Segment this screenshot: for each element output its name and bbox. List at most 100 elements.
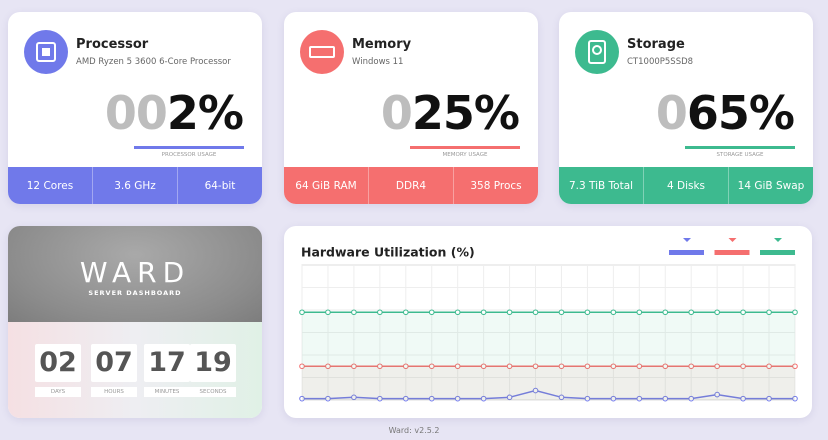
point [662,309,669,316]
stat: 358 Procs [453,167,538,204]
usage-pad: 0 [380,86,413,140]
stat: 7.3 TiB Total [568,179,634,192]
ward-banner: WARD SERVER DASHBOARD [8,226,262,322]
card-title: Storage [627,37,685,52]
point [506,309,513,316]
icon [575,30,619,74]
point [584,395,591,402]
area [302,312,795,400]
area [302,366,795,400]
stat-card: Processor AMD Ryzen 5 3600 6-Core Process… [8,12,262,204]
point [377,395,383,402]
ward-card: WARD SERVER DASHBOARD 02 DAYS 07 HOURS 17 MINUT… [8,226,262,418]
point [558,363,565,370]
point [792,363,798,370]
point [662,395,669,402]
point [402,395,409,402]
point [532,363,539,370]
stat: 64-bit [177,167,262,204]
point [402,363,409,370]
card-subtitle: AMD Ryzen 5 3600 6-Core Processor [76,57,231,67]
point [636,395,643,402]
point [584,309,591,316]
stat: 14 GiB Swap [728,167,813,204]
stat: 4 Disks [643,167,728,204]
legend-swatch [714,250,750,255]
icon-shape [42,48,50,56]
icon-shape [592,45,602,55]
footer: Ward: v2.5.2 [388,426,440,435]
chart-card: Hardware Utilization (%) [284,226,812,418]
uptime-value: 07 [91,344,137,382]
usage: 002% [104,86,244,140]
legend-marker [774,238,782,242]
point [299,309,305,316]
point [688,363,695,370]
icon-shape [36,42,56,62]
point [636,309,643,316]
usage-value: 25% [411,86,520,140]
point [325,395,331,402]
card-title: Processor [76,37,149,52]
stat-card: Storage CT1000P5SSD8 065% STORAGE USAGE 7.3 … [559,12,813,204]
point [325,363,331,370]
point [506,363,513,370]
stat: DDR4 [368,167,453,204]
icon [300,30,344,74]
usage-label: MEMORY USAGE [442,152,488,158]
point [454,395,461,402]
uptime-value: 02 [35,344,81,382]
point [610,309,617,316]
point [428,309,435,316]
point [662,363,669,370]
point [454,309,461,316]
icon-shape [588,40,606,64]
point [584,363,591,370]
point [325,309,331,316]
point [351,309,357,316]
icon-circle [300,30,344,74]
point [351,394,357,401]
point [428,395,435,402]
point [506,394,513,401]
point [351,363,357,370]
stat: 12 Cores [26,179,74,192]
point [688,395,695,402]
point [299,395,305,402]
usage-value: 65% [686,86,795,140]
uptime-label: HOURS [91,387,137,397]
point [558,309,565,316]
point [299,363,305,370]
point [377,363,383,370]
point [610,363,617,370]
usage-pad: 00 [104,86,168,140]
point [480,395,487,402]
uptime-label: SECONDS [190,387,236,397]
line [302,389,795,400]
card-title: Memory [352,37,412,52]
point [454,363,461,370]
uptime-value: 19 [190,344,236,382]
point [688,309,695,316]
chart-title: Hardware Utilization (%) [301,245,475,260]
point [377,309,383,316]
point [766,395,772,402]
usage: 065% [656,86,795,140]
point [480,363,487,370]
point [792,395,798,402]
point [558,394,565,401]
usage-value: 2% [166,86,244,140]
point [402,309,409,316]
uptime-label: MINUTES [144,387,190,397]
usage-label: STORAGE USAGE [716,152,764,158]
stat: 3.6 GHz [92,167,177,204]
legend-marker [683,238,691,242]
stats-bar: 7.3 TiB Total 4 Disks 14 GiB Swap [559,167,813,204]
card-subtitle: Windows 11 [352,57,404,67]
ward-subtitle: SERVER DASHBOARD [88,289,182,297]
ward-title: WARD [79,256,191,289]
stat-card: Memory Windows 11 025% MEMORY USAGE 64 GiB R… [284,12,538,204]
point [792,309,798,316]
usage-label: PROCESSOR USAGE [161,152,217,158]
